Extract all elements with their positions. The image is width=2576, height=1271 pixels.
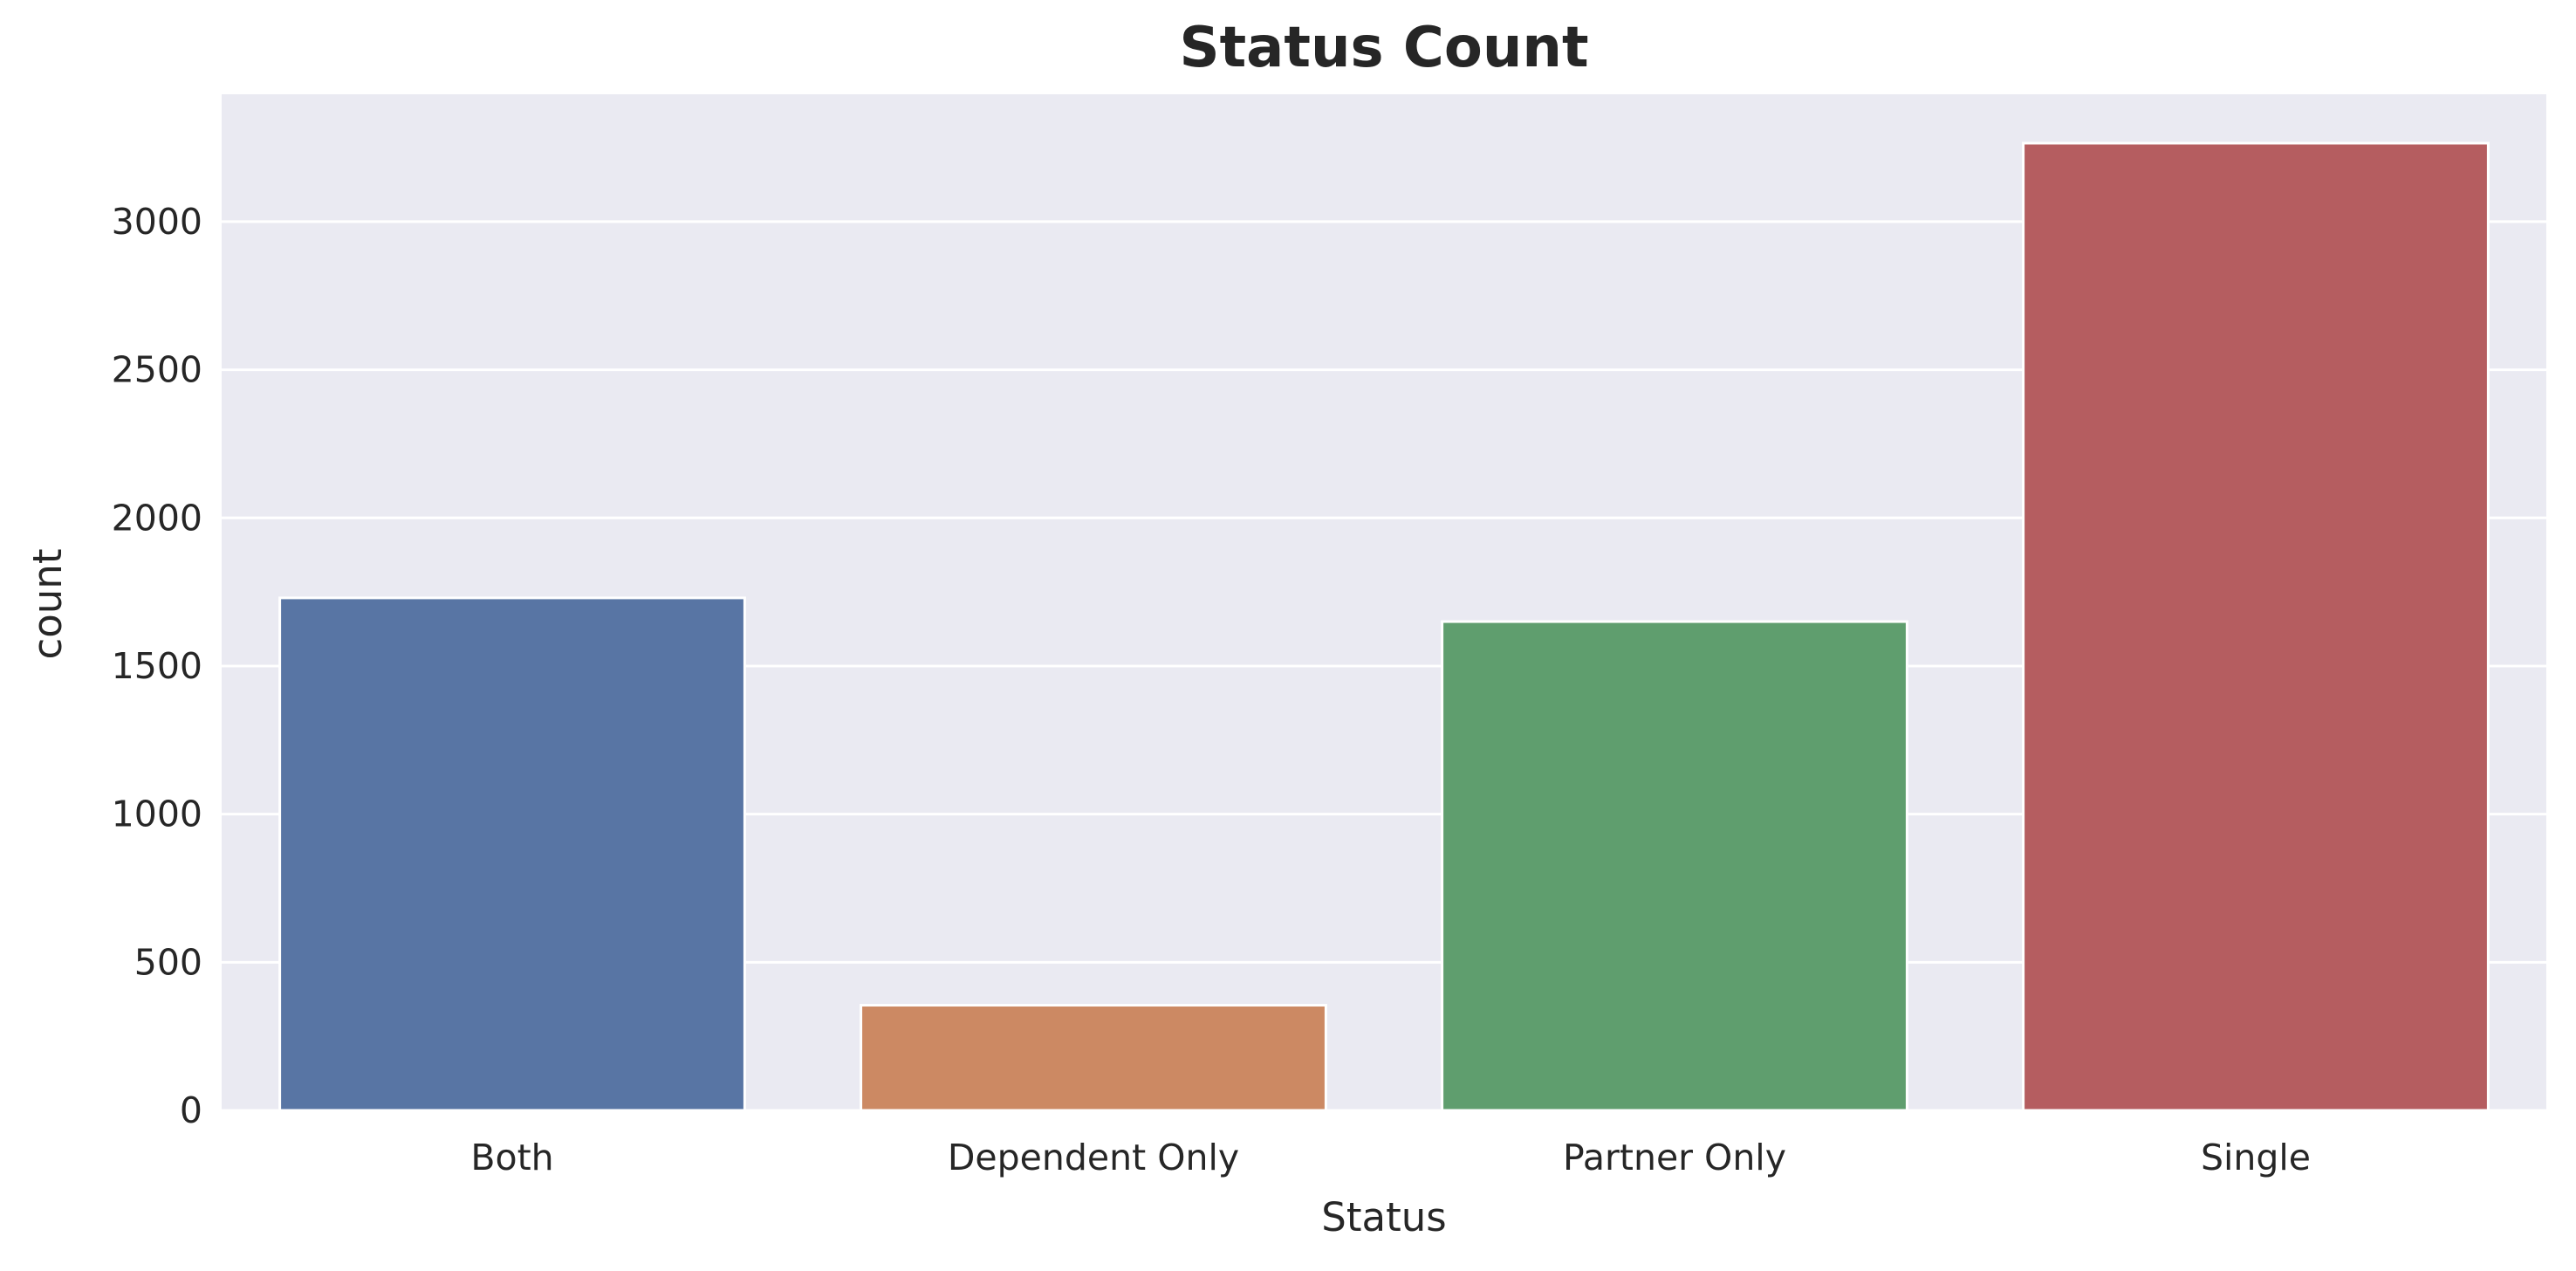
x-tick-label: Partner Only <box>1563 1137 1786 1178</box>
bars <box>278 141 2490 1112</box>
x-tick-label: Single <box>2201 1137 2311 1178</box>
y-tick-label: 1000 <box>112 794 202 835</box>
y-tick-label: 2500 <box>112 349 202 391</box>
x-tick-label: Dependent Only <box>948 1137 1239 1178</box>
y-axis-label: count <box>24 549 71 660</box>
chart-title: Status Count <box>1179 16 1588 80</box>
y-tick-label: 3000 <box>112 201 202 243</box>
y-tick-labels: 0 500 1000 1500 2000 2500 3000 <box>112 201 202 1131</box>
bar-partner-only <box>1441 620 1908 1112</box>
x-tick-label: Both <box>470 1137 553 1178</box>
bar-single <box>2022 141 2490 1112</box>
y-tick-label: 2000 <box>112 497 202 539</box>
x-axis-label: Status <box>1321 1194 1446 1240</box>
x-tick-labels: Both Dependent Only Partner Only Single <box>470 1137 2311 1178</box>
bar-dependent-only <box>860 1004 1327 1112</box>
bar-both <box>278 596 746 1112</box>
y-tick-label: 0 <box>180 1089 202 1131</box>
y-tick-label: 500 <box>134 941 202 983</box>
y-tick-label: 1500 <box>112 645 202 687</box>
